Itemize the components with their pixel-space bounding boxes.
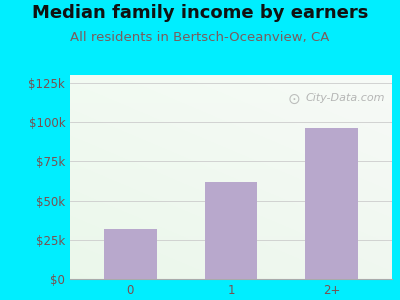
Text: Median family income by earners: Median family income by earners <box>32 4 368 22</box>
Bar <box>205 182 257 279</box>
Bar <box>104 229 156 279</box>
Text: ⊙: ⊙ <box>288 92 300 107</box>
Bar <box>306 128 358 279</box>
Text: All residents in Bertsch-Oceanview, CA: All residents in Bertsch-Oceanview, CA <box>70 32 330 44</box>
Text: City-Data.com: City-Data.com <box>305 93 384 103</box>
